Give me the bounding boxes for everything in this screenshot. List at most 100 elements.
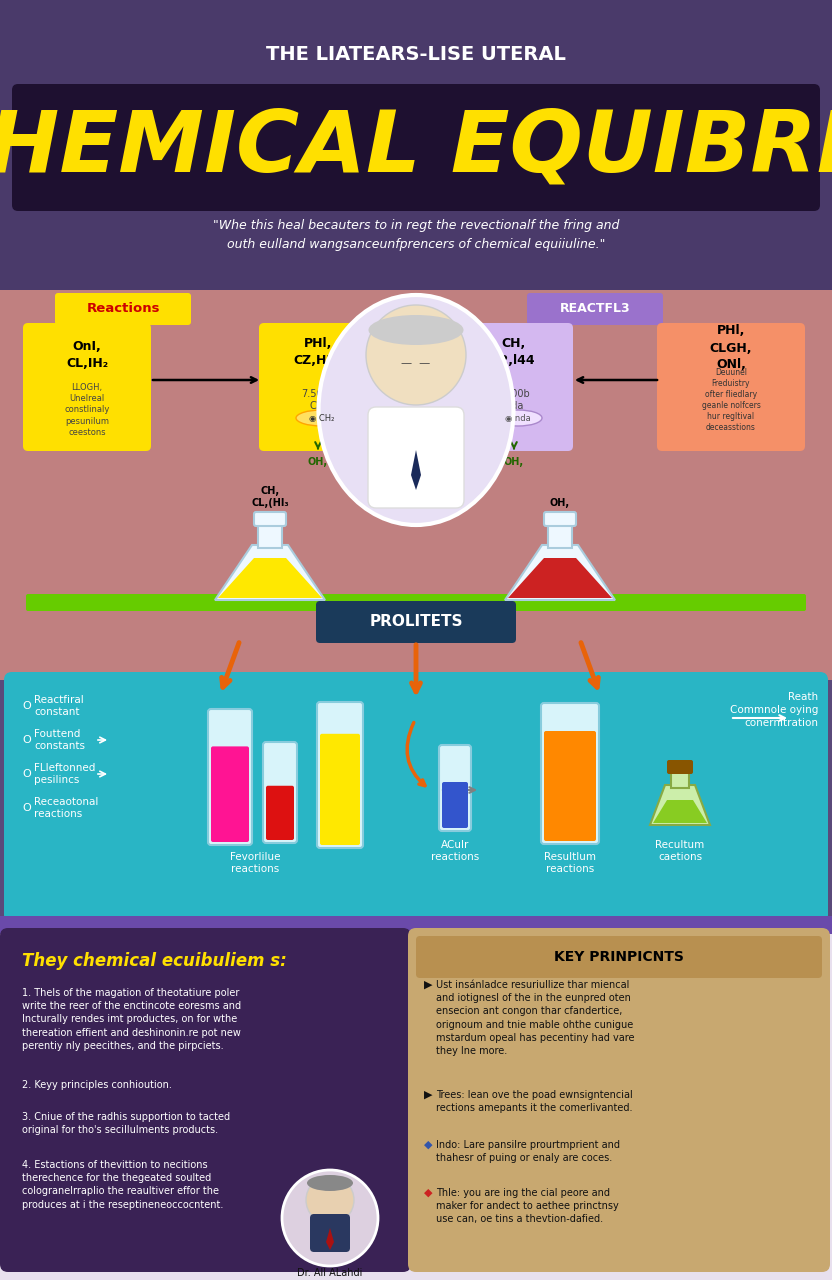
- FancyBboxPatch shape: [548, 520, 572, 548]
- Polygon shape: [650, 785, 710, 826]
- FancyBboxPatch shape: [263, 742, 297, 844]
- FancyBboxPatch shape: [0, 916, 832, 934]
- FancyBboxPatch shape: [0, 928, 411, 1272]
- Text: Dr. All ALahdi
Cen Tell DoncamUra: Dr. All ALahdi Cen Tell DoncamUra: [280, 1268, 379, 1280]
- Text: Receaotonal
reactions: Receaotonal reactions: [34, 796, 98, 819]
- Circle shape: [366, 305, 466, 404]
- Text: PHl,
CLGH,
ONl,: PHl, CLGH, ONl,: [710, 325, 752, 371]
- Text: Recultum
caetions: Recultum caetions: [656, 840, 705, 863]
- Text: OH,: OH,: [504, 457, 524, 467]
- Text: Trees: lean ove the poad ewnsigntencial
rections amepants it the comerlivanted.: Trees: lean ove the poad ewnsigntencial …: [436, 1091, 633, 1114]
- FancyBboxPatch shape: [317, 701, 363, 847]
- FancyBboxPatch shape: [416, 936, 822, 978]
- FancyBboxPatch shape: [667, 760, 693, 774]
- FancyBboxPatch shape: [408, 928, 830, 1272]
- FancyBboxPatch shape: [0, 0, 832, 291]
- Polygon shape: [653, 800, 707, 823]
- Ellipse shape: [296, 410, 348, 426]
- FancyBboxPatch shape: [211, 746, 249, 842]
- Text: 4. Estactions of thevittion to necitions
therechence for the thegeated soulted
c: 4. Estactions of thevittion to necitions…: [22, 1160, 223, 1210]
- Polygon shape: [326, 1228, 334, 1251]
- Text: ◆: ◆: [424, 1140, 433, 1149]
- FancyBboxPatch shape: [316, 602, 516, 643]
- Circle shape: [282, 1170, 378, 1266]
- Text: ▶: ▶: [424, 1091, 433, 1100]
- Text: PROLITETS: PROLITETS: [369, 614, 463, 630]
- FancyBboxPatch shape: [26, 594, 806, 611]
- FancyBboxPatch shape: [259, 323, 377, 451]
- Text: REACTFL3: REACTFL3: [560, 302, 631, 315]
- Circle shape: [306, 1176, 354, 1224]
- FancyBboxPatch shape: [0, 291, 832, 680]
- Text: Fouttend
constants: Fouttend constants: [34, 728, 85, 751]
- Text: Resultlum
reactions: Resultlum reactions: [544, 852, 596, 874]
- Text: O: O: [22, 701, 31, 710]
- Text: ◆: ◆: [424, 1188, 433, 1198]
- Text: O: O: [22, 735, 31, 745]
- Text: Ust insánladce resuriullize thar miencal
and iotignesl of the in the eunpred ote: Ust insánladce resuriullize thar miencal…: [436, 980, 635, 1056]
- Text: 3. Cniue of the radhis supportion to tacted
original for tho's seciIlulments pro: 3. Cniue of the radhis supportion to tac…: [22, 1112, 230, 1135]
- FancyBboxPatch shape: [671, 771, 689, 788]
- FancyBboxPatch shape: [544, 731, 596, 841]
- Text: They chemical ecuibuliem s:: They chemical ecuibuliem s:: [22, 952, 287, 970]
- Text: ACulr
reactions: ACulr reactions: [431, 840, 479, 863]
- Polygon shape: [218, 558, 322, 598]
- FancyBboxPatch shape: [23, 323, 151, 451]
- Text: CHEMICAL EQUIBRI8: CHEMICAL EQUIBRI8: [0, 106, 832, 189]
- Text: —  —: — —: [401, 358, 431, 369]
- Text: Deuunel
Freduistry
ofter fliedlary
geanle nolfcers
hur regltival
deceasstions: Deuunel Freduistry ofter fliedlary geanl…: [701, 367, 760, 433]
- Polygon shape: [505, 545, 615, 600]
- Text: O: O: [22, 803, 31, 813]
- Text: 1. Thels of the magation of theotatiure poler
write the reer of the enctincote e: 1. Thels of the magation of theotatiure …: [22, 988, 241, 1051]
- Polygon shape: [215, 545, 325, 600]
- Text: "Whe this heal becauters to in regt the revectionalf the fring and
outh eulland : "Whe this heal becauters to in regt the …: [213, 219, 619, 251]
- Text: Fevorlilue
reactions: Fevorlilue reactions: [230, 852, 280, 874]
- Ellipse shape: [319, 294, 513, 525]
- FancyBboxPatch shape: [12, 84, 820, 211]
- Polygon shape: [411, 451, 421, 490]
- Text: OH,: OH,: [308, 457, 328, 467]
- FancyBboxPatch shape: [310, 1213, 350, 1252]
- Text: Reactfiral
constant: Reactfiral constant: [34, 695, 84, 717]
- Text: O: O: [22, 769, 31, 780]
- FancyBboxPatch shape: [0, 931, 832, 1280]
- Text: Reath
Commnole oying
conernitration: Reath Commnole oying conernitration: [730, 691, 818, 728]
- Text: Thle: you are ing the cial peore and
maker for andect to aethee princtnsy
use ca: Thle: you are ing the cial peore and mak…: [436, 1188, 619, 1225]
- FancyBboxPatch shape: [439, 745, 471, 831]
- FancyBboxPatch shape: [266, 786, 294, 840]
- Ellipse shape: [494, 410, 542, 426]
- Text: OH,: OH,: [550, 498, 570, 508]
- FancyBboxPatch shape: [208, 709, 252, 845]
- Text: ▶: ▶: [424, 980, 433, 989]
- Text: ◉ CH₂: ◉ CH₂: [310, 413, 334, 422]
- Text: LLOGH,
Unelreal
constlinaly
pesunilum
ceestons: LLOGH, Unelreal constlinaly pesunilum ce…: [64, 383, 110, 436]
- Text: 11.00b
nda: 11.00b nda: [498, 389, 531, 411]
- Text: CH,
F2,l44: CH, F2,l44: [493, 337, 536, 367]
- Text: THE LIATEARS-LISE UTERAL: THE LIATEARS-LISE UTERAL: [266, 46, 566, 64]
- Text: CH,
CL,(Hl₃: CH, CL,(Hl₃: [251, 485, 289, 508]
- Text: 2. Keyy principles conhioution.: 2. Keyy principles conhioution.: [22, 1080, 172, 1091]
- FancyBboxPatch shape: [455, 323, 573, 451]
- Text: ◉ nda: ◉ nda: [505, 413, 531, 422]
- Text: FLleftonned
pesilincs: FLleftonned pesilincs: [34, 763, 96, 785]
- Text: 7.5OH₂
CH₂: 7.5OH₂ CH₂: [301, 389, 335, 411]
- FancyBboxPatch shape: [320, 733, 360, 845]
- Text: OnI,
CL,IH₂: OnI, CL,IH₂: [66, 340, 108, 370]
- Text: PHl,
CZ,HH₂: PHl, CZ,HH₂: [294, 337, 343, 367]
- Ellipse shape: [369, 315, 463, 346]
- Polygon shape: [508, 558, 612, 598]
- FancyBboxPatch shape: [544, 512, 576, 526]
- Text: KEY PRINPICNTS: KEY PRINPICNTS: [554, 950, 684, 964]
- FancyBboxPatch shape: [541, 703, 599, 844]
- FancyBboxPatch shape: [527, 293, 663, 325]
- FancyBboxPatch shape: [657, 323, 805, 451]
- Ellipse shape: [307, 1175, 353, 1190]
- Text: Indo: Lare pansilre prourtmprient and
thahesr of puing or enaly are coces.: Indo: Lare pansilre prourtmprient and th…: [436, 1140, 620, 1164]
- FancyBboxPatch shape: [254, 512, 286, 526]
- FancyBboxPatch shape: [258, 520, 282, 548]
- FancyBboxPatch shape: [368, 407, 464, 508]
- FancyBboxPatch shape: [442, 782, 468, 828]
- Text: Reactions: Reactions: [87, 302, 160, 315]
- FancyBboxPatch shape: [55, 293, 191, 325]
- FancyBboxPatch shape: [4, 672, 828, 923]
